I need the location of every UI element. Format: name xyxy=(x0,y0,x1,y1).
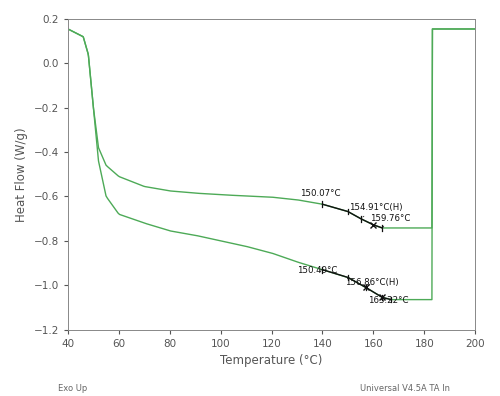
X-axis label: Temperature (°C): Temperature (°C) xyxy=(220,354,323,367)
Y-axis label: Heat Flow (W/g): Heat Flow (W/g) xyxy=(15,127,28,222)
Text: Universal V4.5A TA In: Universal V4.5A TA In xyxy=(360,384,450,393)
Text: 163.22°C: 163.22°C xyxy=(368,296,409,305)
Text: 156.86°C(H): 156.86°C(H) xyxy=(346,278,399,287)
Text: 154.91°C(H): 154.91°C(H) xyxy=(349,203,403,217)
Text: 150.49°C: 150.49°C xyxy=(297,266,338,275)
Text: 159.76°C: 159.76°C xyxy=(370,214,410,228)
Text: Exo Up: Exo Up xyxy=(58,384,87,393)
Text: 150.07°C: 150.07°C xyxy=(300,189,340,204)
